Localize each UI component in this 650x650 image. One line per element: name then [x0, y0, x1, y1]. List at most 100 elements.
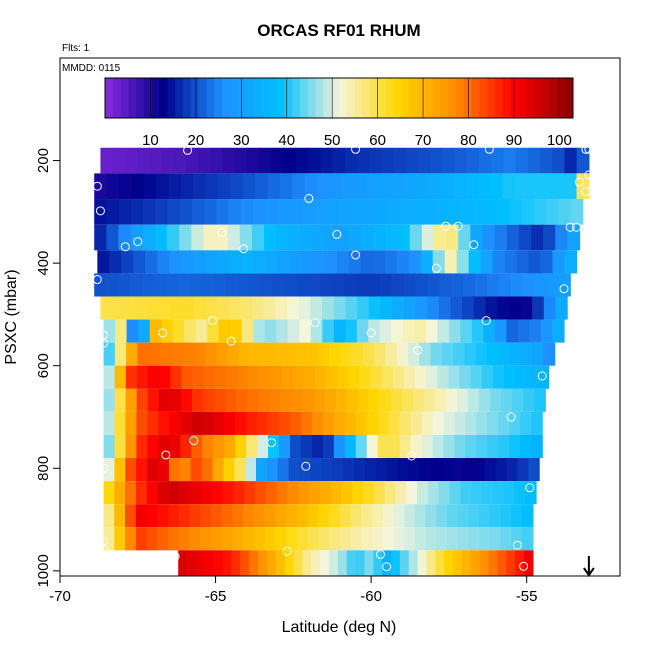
heatmap-cell — [509, 199, 523, 225]
heatmap-cell — [479, 550, 490, 576]
heatmap-cell — [552, 250, 566, 274]
heatmap-cell — [399, 434, 412, 459]
heatmap-cell — [202, 411, 214, 435]
heatmap-cell — [446, 224, 459, 251]
heatmap-cell — [225, 273, 238, 297]
heatmap-cell — [373, 224, 387, 251]
heatmap-cell — [202, 388, 215, 412]
heatmap-cell — [468, 388, 480, 412]
track-point — [351, 250, 361, 260]
heatmap-cell — [417, 550, 428, 576]
heatmap-cell — [292, 365, 305, 389]
heatmap-cell — [286, 527, 298, 551]
heatmap-cell — [539, 173, 553, 200]
heatmap-cell — [249, 550, 259, 576]
heatmap-cell — [213, 411, 225, 435]
heatmap-cell — [503, 147, 517, 174]
track-point — [366, 328, 376, 338]
heatmap-cell — [498, 411, 510, 435]
heatmap-cell — [114, 481, 126, 505]
heatmap-cell — [340, 342, 353, 366]
heatmap-cell — [445, 388, 458, 412]
heatmap-cell — [427, 273, 440, 297]
heatmap-cell — [371, 527, 384, 551]
heatmap-cell — [497, 550, 507, 576]
heatmap-cell — [313, 388, 326, 412]
heatmap-cell — [417, 481, 429, 505]
heatmap-cell — [447, 527, 459, 551]
heatmap-cell — [232, 504, 244, 528]
heatmap-cell — [167, 504, 180, 528]
heatmap-cell — [374, 342, 387, 366]
heatmap-cell — [191, 388, 204, 412]
heatmap-cell — [149, 319, 162, 343]
heatmap-cell — [341, 481, 353, 505]
heatmap-cell — [205, 250, 218, 274]
heatmap-cell — [425, 527, 437, 551]
heatmap-cell — [378, 173, 392, 200]
heatmap-cell — [464, 342, 477, 366]
heatmap-cell — [269, 388, 281, 412]
track-point — [217, 227, 227, 237]
heatmap-cell — [253, 319, 266, 343]
heatmap-cell — [147, 458, 159, 482]
heatmap-cell — [437, 319, 450, 343]
heatmap-cell — [443, 434, 456, 459]
y-axis: 200 400 600 800 1000 — [35, 148, 60, 588]
heatmap-cell — [364, 550, 374, 576]
heatmap-cell — [288, 250, 302, 274]
heatmap-cell — [543, 342, 556, 366]
track-point — [239, 244, 249, 254]
heatmap-cell — [396, 342, 409, 366]
heatmap-cell — [306, 342, 319, 366]
heatmap-cell — [479, 504, 491, 528]
heatmap-cell — [457, 527, 470, 551]
heatmap-cell — [357, 388, 370, 412]
heatmap-cell — [396, 250, 410, 274]
track-point — [481, 316, 491, 326]
heatmap-band — [103, 458, 540, 482]
date-annotation: MMDD: 0115 — [62, 63, 121, 74]
heatmap-cell — [372, 250, 386, 274]
heatmap-cell — [195, 550, 206, 576]
heatmap-cell — [330, 481, 342, 505]
heatmap-cell — [533, 199, 547, 225]
heatmap-cell — [356, 273, 369, 297]
heatmap-cell — [298, 481, 310, 505]
heatmap-cell — [213, 273, 226, 297]
heatmap-cell — [466, 147, 480, 174]
heatmap-cell — [352, 481, 364, 505]
heatmap-cell — [173, 147, 187, 174]
heatmap-cell — [201, 273, 214, 297]
heatmap-cell — [130, 199, 144, 225]
colorbar-frame — [104, 77, 574, 119]
heatmap-cell — [246, 411, 258, 435]
track-point — [92, 452, 102, 462]
track-point — [571, 222, 581, 232]
heatmap-cell — [259, 147, 272, 174]
heatmap-cell — [509, 411, 521, 435]
heatmap-cell — [169, 250, 182, 274]
heatmap-cell — [106, 199, 120, 225]
heatmap-cell — [326, 365, 338, 389]
heatmap-cell — [516, 250, 530, 274]
heatmap-cell — [463, 273, 476, 297]
heatmap-cell — [524, 550, 534, 576]
heatmap-cell — [421, 411, 434, 435]
heatmap-cell — [193, 173, 207, 200]
track-point — [506, 412, 516, 422]
heatmap-cell — [333, 319, 346, 343]
heatmap-cell — [147, 296, 160, 320]
heatmap-cell — [503, 365, 516, 389]
heatmap-cell — [414, 527, 427, 551]
heatmap-cell — [423, 199, 437, 225]
heatmap-cell — [517, 319, 531, 343]
heatmap-cell — [498, 273, 512, 297]
y-tick-label: 600 — [35, 353, 52, 378]
heatmap-cell — [336, 224, 350, 251]
heatmap-cell — [415, 296, 428, 320]
heatmap-cell — [520, 296, 533, 320]
heatmap-cell — [444, 250, 458, 274]
colorbar-tick-label: 100 — [547, 132, 572, 149]
heatmap-cell — [158, 388, 171, 412]
